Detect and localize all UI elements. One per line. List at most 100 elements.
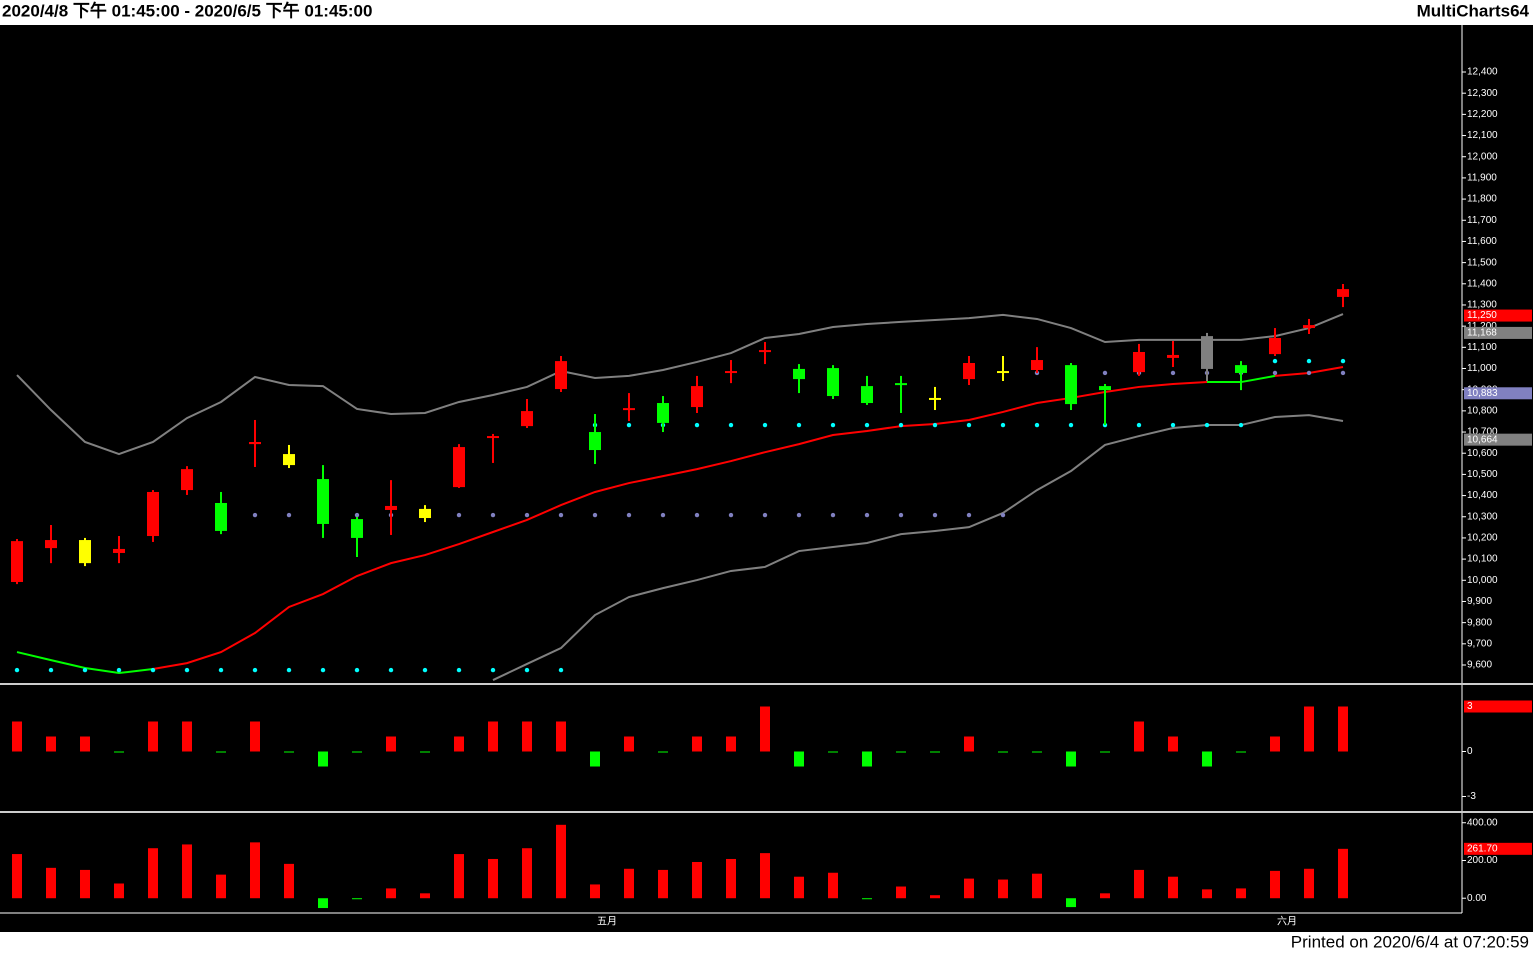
candle-body xyxy=(419,508,431,519)
indicator-dot xyxy=(1306,370,1312,376)
indicator-dot xyxy=(932,512,938,518)
indicator-dot xyxy=(524,667,530,673)
indicator-dot xyxy=(558,512,564,518)
bar xyxy=(216,751,226,753)
indicator-dot xyxy=(728,512,734,518)
candle-body xyxy=(249,441,261,445)
bar xyxy=(148,721,158,752)
bar xyxy=(1032,873,1042,899)
bar xyxy=(250,842,260,899)
bar xyxy=(488,858,498,899)
bar xyxy=(318,898,328,909)
x-tick-label: 六月 xyxy=(1277,916,1297,928)
candle-body xyxy=(895,383,907,386)
bar xyxy=(556,721,566,752)
candle-body xyxy=(725,371,737,374)
indicator-line xyxy=(492,414,1344,681)
y-tick-label: 11,700 xyxy=(1467,215,1497,226)
bar xyxy=(794,751,804,767)
indicator-dot xyxy=(966,422,972,428)
price-marker-bg xyxy=(1464,387,1532,400)
candle-body xyxy=(181,469,193,491)
candle-body xyxy=(79,540,91,564)
indicator-dot xyxy=(456,667,462,673)
y-tick-label: 9,600 xyxy=(1467,660,1492,671)
candle-body xyxy=(283,454,295,466)
candle-body xyxy=(691,386,703,408)
bar xyxy=(1066,898,1076,908)
y-tick-label: 12,000 xyxy=(1467,151,1498,162)
indicator-dot xyxy=(1272,370,1278,376)
footer-text: Printed on 2020/6/4 at 07:20:59 xyxy=(1291,932,1529,951)
indicator-dot xyxy=(286,667,292,673)
app-name: MultiCharts64 xyxy=(1417,1,1530,20)
value-marker-bg xyxy=(1464,842,1532,855)
indicator-dot xyxy=(1000,422,1006,428)
bar xyxy=(726,858,736,899)
bar xyxy=(1338,848,1348,899)
bar xyxy=(964,736,974,752)
bar xyxy=(760,853,770,899)
bar xyxy=(284,751,294,753)
indicator-dot xyxy=(388,667,394,673)
candle-body xyxy=(1235,365,1247,373)
bar xyxy=(624,868,634,899)
bar xyxy=(1270,870,1280,899)
indicator-dot xyxy=(1102,370,1108,376)
bar xyxy=(896,886,906,899)
bar xyxy=(930,751,940,753)
y-tick-label: 10,100 xyxy=(1467,554,1498,565)
bar xyxy=(828,751,838,753)
indicator-dot xyxy=(1170,370,1176,376)
indicator-dot xyxy=(1272,358,1278,364)
header-bar xyxy=(0,0,1533,25)
y-tick-label: 12,300 xyxy=(1467,88,1498,99)
indicator-dot xyxy=(762,512,768,518)
indicator-dot xyxy=(626,512,632,518)
y-tick-label: 10,300 xyxy=(1467,511,1498,522)
bar xyxy=(794,876,804,899)
y-tick-label: 10,700 xyxy=(1467,427,1498,438)
indicator-dot xyxy=(1136,422,1142,428)
indicator-dot xyxy=(1238,422,1244,428)
bar xyxy=(284,863,294,899)
indicator-dot xyxy=(796,512,802,518)
candle-body xyxy=(793,368,805,380)
indicator-dot xyxy=(932,422,938,428)
bar xyxy=(454,736,464,752)
bar xyxy=(1338,706,1348,752)
indicator-dot xyxy=(966,512,972,518)
indicator-dot xyxy=(830,512,836,518)
bar xyxy=(1202,751,1212,767)
indicator-dot xyxy=(48,667,54,673)
bar xyxy=(1134,721,1144,752)
bar xyxy=(46,736,56,752)
indicator-dot xyxy=(184,667,190,673)
candle-body xyxy=(657,403,669,423)
candle-body xyxy=(351,519,363,538)
indicator-dot xyxy=(354,667,360,673)
y-tick-label: 10,000 xyxy=(1467,575,1498,586)
indicator-dot xyxy=(898,512,904,518)
candle-body xyxy=(45,540,57,549)
bar xyxy=(182,721,192,752)
bar xyxy=(488,721,498,752)
y-tick-label: 0.00 xyxy=(1467,893,1487,904)
date-range: 2020/4/8 下午 01:45:00 - 2020/6/5 下午 01:45… xyxy=(2,0,372,20)
y-tick-label: 11,600 xyxy=(1467,236,1497,247)
price-marker: 11,168 xyxy=(1467,328,1497,339)
indicator-dot xyxy=(626,422,632,428)
bar xyxy=(590,884,600,899)
bar xyxy=(182,844,192,899)
candle-body xyxy=(1201,336,1213,369)
indicator-dot xyxy=(728,422,734,428)
indicator-dot xyxy=(116,667,122,673)
y-tick-label: 11,800 xyxy=(1467,194,1497,205)
value-marker: 261.70 xyxy=(1467,843,1498,854)
indicator-dot xyxy=(14,667,20,673)
bar xyxy=(1066,751,1076,767)
bar xyxy=(862,898,872,900)
candle-body xyxy=(385,505,397,510)
